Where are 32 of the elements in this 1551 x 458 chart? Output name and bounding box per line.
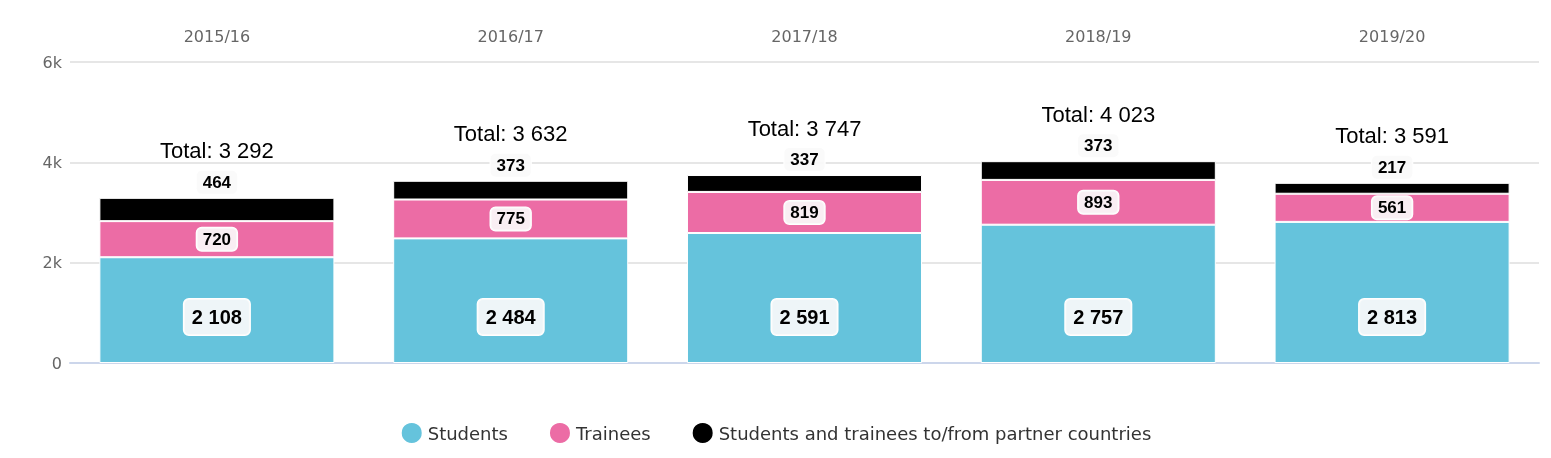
data-label: 2 813 — [1367, 306, 1418, 328]
data-label: 337 — [790, 150, 819, 170]
legend-label: Trainees — [574, 422, 651, 444]
total-label: Total: 3 292 — [160, 138, 274, 164]
legend-label: Students — [427, 422, 508, 444]
x-tick-label: 2016/17 — [477, 26, 544, 46]
data-label: 775 — [496, 209, 525, 229]
x-tick-label: 2019/20 — [1358, 26, 1426, 46]
data-label: 2 484 — [485, 306, 537, 328]
legend-label: Students and trainees to/from partner countries — [718, 422, 1152, 444]
data-label: 2 757 — [1073, 306, 1124, 328]
x-tick-label: 2015/16 — [183, 26, 251, 46]
data-label: 373 — [1084, 136, 1113, 156]
data-label: 2 591 — [779, 306, 830, 328]
data-label: 819 — [790, 202, 819, 222]
y-tick-label: 6k — [42, 52, 63, 72]
data-label: 464 — [202, 172, 232, 192]
y-tick-label: 0 — [51, 353, 62, 373]
total-label: Total: 3 591 — [1335, 123, 1449, 149]
x-tick-label: 2018/19 — [1065, 26, 1132, 46]
data-label: 893 — [1084, 192, 1113, 212]
y-tick-label: 4k — [42, 152, 63, 172]
data-label: 720 — [202, 229, 232, 249]
total-label: Total: 3 747 — [747, 115, 862, 141]
data-label: 373 — [496, 155, 525, 175]
data-label: 2 108 — [191, 306, 242, 328]
data-label: 217 — [1377, 157, 1407, 177]
total-label: Total: 4 023 — [1041, 101, 1156, 127]
data-label: 561 — [1377, 198, 1407, 218]
total-label: Total: 3 632 — [453, 121, 568, 147]
x-tick-label: 2017/18 — [771, 26, 838, 46]
y-tick-label: 2k — [42, 253, 63, 273]
